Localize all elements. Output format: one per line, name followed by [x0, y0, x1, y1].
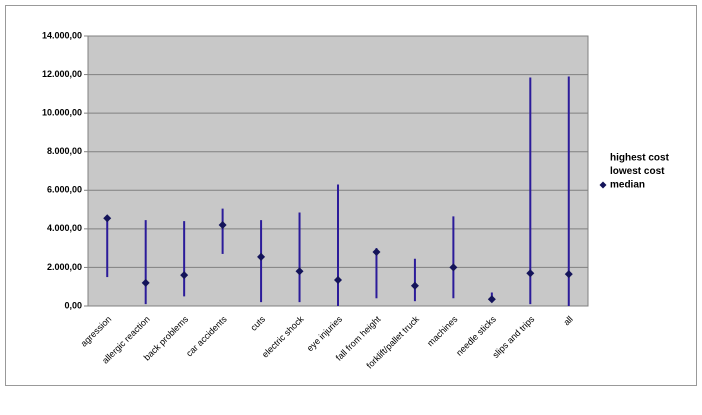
median-marker [564, 270, 573, 279]
median-marker [180, 271, 189, 280]
y-tick-label: 12.000,00 [42, 69, 82, 79]
median-marker [141, 278, 150, 287]
median-marker [257, 252, 266, 261]
median-marker [410, 281, 419, 290]
median-marker [372, 248, 381, 256]
y-tick-label: 10.000,00 [42, 108, 82, 118]
y-tick-label: 2.000,00 [47, 262, 82, 272]
median-marker [526, 269, 535, 278]
legend-marker [599, 181, 607, 189]
y-tick-label: 4.000,00 [47, 223, 82, 233]
median-marker [334, 275, 342, 284]
legend-label: highest cost [610, 153, 670, 164]
median-marker [449, 263, 458, 272]
median-marker [487, 295, 496, 304]
y-tick-label: 0,00 [64, 300, 82, 310]
median-marker [295, 267, 304, 276]
y-tick-label: 14.000,00 [42, 30, 82, 40]
y-tick-label: 8.000,00 [47, 146, 82, 156]
median-marker [103, 214, 112, 223]
legend-label: median [610, 180, 645, 191]
legend-label: lowest cost [610, 166, 665, 177]
median-marker [218, 221, 227, 229]
y-tick-label: 6.000,00 [47, 185, 82, 195]
